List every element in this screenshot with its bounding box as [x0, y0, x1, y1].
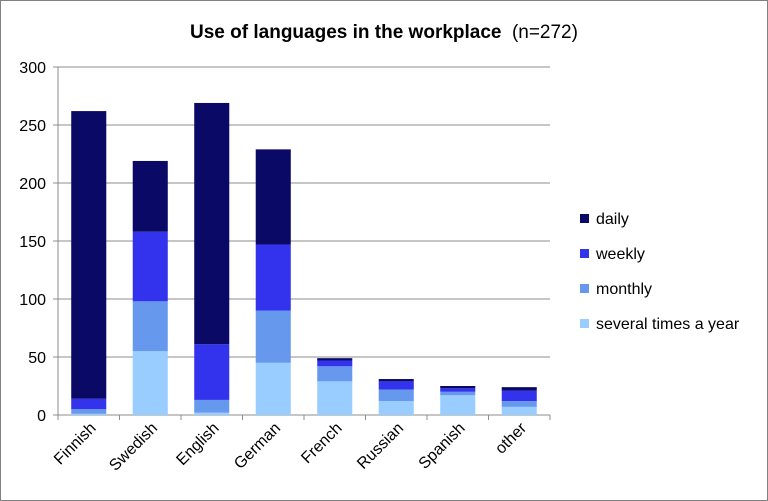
chart-title: Use of languages in the workplace	[190, 22, 501, 43]
bar-segment-english-monthly	[194, 399, 230, 413]
legend-swatch	[580, 214, 589, 223]
x-axis-tick-labels: Finnish Swedish English German French Russian…	[51, 419, 530, 474]
x-tick-label: French	[298, 420, 345, 467]
bar-segment-swedish-monthly	[132, 301, 168, 352]
chart-subtitle: (n=272)	[512, 22, 578, 43]
bar-segment-swedish-daily	[132, 160, 168, 232]
bar-segment-german-weekly	[255, 244, 291, 311]
y-tick-label: 150	[19, 234, 46, 251]
bar-segment-other-monthly	[501, 401, 537, 407]
bar-segment-german-several-times-a-year	[255, 362, 291, 415]
x-tick-label: English	[173, 420, 222, 469]
legend: daily weekly monthly several times a year	[580, 211, 740, 333]
bar-segment-english-weekly	[194, 344, 230, 400]
bar-segment-russian-several-times-a-year	[378, 401, 414, 415]
y-tick-label: 0	[37, 408, 46, 425]
bar-segment-russian-monthly	[378, 389, 414, 402]
chart-title-group: Use of languages in the workplace (n=272…	[190, 22, 578, 43]
bar-segment-finnish-monthly	[71, 409, 107, 414]
bar-segment-spanish-daily	[440, 386, 476, 389]
bar-segment-french-daily	[317, 358, 353, 361]
x-tick-label: German	[231, 420, 284, 473]
x-tick-label: Finnish	[51, 420, 99, 468]
bar-segment-other-daily	[501, 387, 537, 391]
y-tick-label: 50	[28, 350, 46, 367]
legend-swatch	[580, 284, 589, 293]
bar-segment-french-weekly	[317, 360, 353, 367]
bar-segment-german-daily	[255, 149, 291, 245]
bar-segment-english-daily	[194, 102, 230, 345]
bar-segment-swedish-weekly	[132, 231, 168, 302]
bar-segment-german-monthly	[255, 310, 291, 363]
y-tick-label: 200	[19, 176, 46, 193]
svg-text:Use of languages in the workpl: Use of languages in the workplace (n=272…	[190, 22, 578, 43]
bar-segment-french-several-times-a-year	[317, 381, 353, 415]
bar-segment-finnish-daily	[71, 111, 107, 399]
y-tick-label: 250	[19, 118, 46, 135]
bar-segment-spanish-several-times-a-year	[440, 395, 476, 415]
bars	[71, 102, 537, 415]
axes	[57, 67, 551, 420]
gridlines	[53, 66, 550, 416]
x-tick-label: Swedish	[106, 420, 161, 475]
bar-segment-spanish-monthly	[440, 391, 476, 396]
bar-segment-swedish-several-times-a-year	[132, 351, 168, 415]
x-tick-label: Spanish	[416, 420, 469, 473]
legend-swatch	[580, 319, 589, 328]
bar-segment-russian-daily	[378, 379, 414, 382]
bar-segment-finnish-weekly	[71, 398, 107, 410]
bar-segment-other-weekly	[501, 390, 537, 402]
y-tick-label: 100	[19, 292, 46, 309]
legend-label: daily	[596, 211, 629, 228]
bar-segment-other-several-times-a-year	[501, 406, 537, 415]
legend-swatch	[580, 249, 589, 258]
x-tick-label: Russian	[354, 420, 407, 473]
legend-label: several times a year	[596, 316, 740, 333]
bar-segment-finnish-several-times-a-year	[71, 413, 107, 415]
legend-label: monthly	[596, 281, 652, 298]
y-axis-tick-labels: 0 50 100 150 200 250 300	[19, 60, 46, 425]
bar-segment-french-monthly	[317, 366, 353, 382]
legend-label: weekly	[595, 246, 645, 263]
bar-segment-spanish-weekly	[440, 388, 476, 392]
x-tick-label: other	[492, 419, 530, 457]
bar-segment-english-several-times-a-year	[194, 412, 230, 415]
y-tick-label: 300	[19, 60, 46, 77]
bar-segment-russian-weekly	[378, 381, 414, 390]
